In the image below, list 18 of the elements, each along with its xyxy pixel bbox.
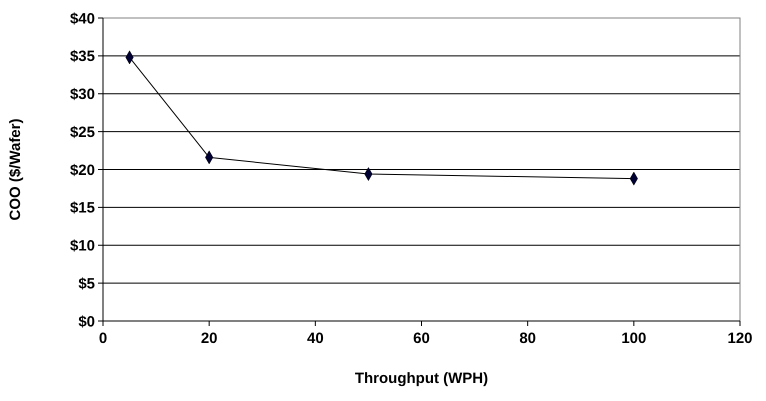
- y-tick-label: $10: [70, 238, 95, 254]
- x-tick-label: 20: [200, 330, 218, 347]
- x-tick-label: 40: [306, 330, 324, 347]
- y-tick-label: $25: [70, 124, 95, 141]
- y-tick-label: $30: [70, 86, 95, 103]
- x-axis-title: Throughput (WPH): [354, 370, 488, 387]
- x-tick-label: 100: [621, 330, 646, 347]
- y-tick-label: $40: [70, 10, 95, 28]
- x-tick-label: 80: [519, 330, 536, 347]
- y-tick-label: $15: [70, 200, 95, 217]
- y-tick-label: $0: [78, 313, 95, 330]
- x-tick-label: 120: [727, 330, 753, 347]
- x-tick-label: 60: [413, 330, 430, 347]
- y-axis-title: COO ($/Wafer): [7, 118, 24, 220]
- y-tick-label: $20: [70, 162, 95, 179]
- y-tick-label: $35: [70, 48, 95, 66]
- x-tick-label: 0: [98, 330, 108, 347]
- y-tick-label: $5: [78, 275, 95, 292]
